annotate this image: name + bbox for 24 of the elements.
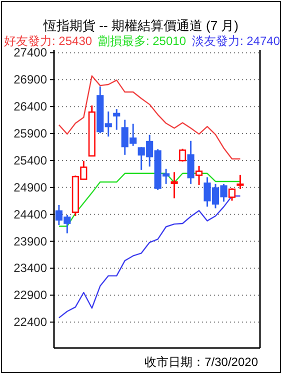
line-series xyxy=(58,75,241,160)
y-tick-label: 26900 xyxy=(14,72,48,87)
y-tick-label: 23400 xyxy=(14,261,48,276)
y-tick-label: 25400 xyxy=(14,153,48,168)
text: 收市日期：7/30/2020 xyxy=(144,355,258,369)
candlestick xyxy=(228,187,236,202)
text: 好友發力: 25430 xyxy=(4,34,92,48)
candlestick xyxy=(179,148,186,162)
y-tick-label: 27400 xyxy=(14,46,48,60)
y-tick-label: 23900 xyxy=(14,234,48,248)
candlestick xyxy=(113,108,120,131)
candlestick xyxy=(236,174,244,190)
chart-title: 恆指期貨 -- 期權結算價通道 (7 月) xyxy=(42,18,238,33)
y-tick-label: 24900 xyxy=(14,180,48,194)
candlestick xyxy=(170,171,178,199)
candlestick xyxy=(187,140,194,185)
y-tick-label: 25900 xyxy=(14,126,48,141)
text: 淡友發力: 24740 xyxy=(192,34,280,48)
text: 劏損最多: 25010 xyxy=(98,34,186,48)
y-tick-label: 24400 xyxy=(14,207,48,222)
candlestick xyxy=(195,165,203,186)
y-tick-label: 26400 xyxy=(14,100,48,114)
y-tick-label: 22900 xyxy=(14,288,48,302)
y-tick-label: 22400 xyxy=(14,315,48,330)
